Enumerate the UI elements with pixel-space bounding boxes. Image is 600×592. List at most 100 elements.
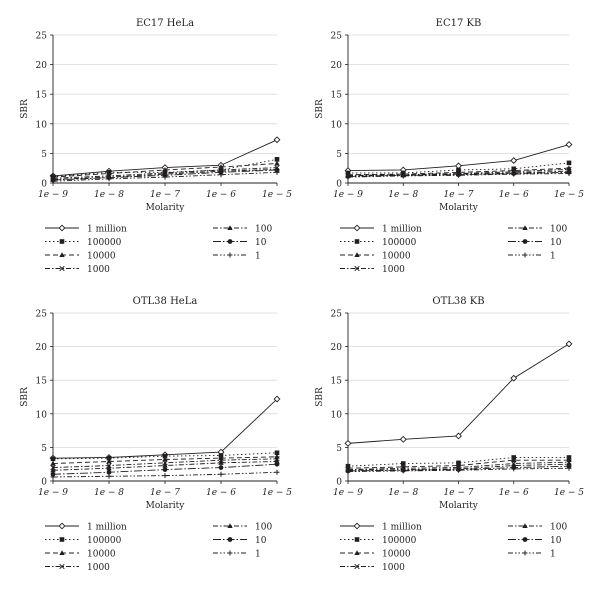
x-tick-label: 1e − 8 [388, 190, 418, 200]
data-point [566, 465, 572, 471]
series-10 [50, 461, 280, 477]
x-tick-label: 1e − 8 [94, 488, 124, 498]
data-point [106, 473, 112, 479]
y-tick-label: 20 [36, 343, 48, 353]
data-point [399, 435, 407, 443]
y-tick-label: 15 [36, 377, 48, 387]
legend-label: 10 [550, 536, 562, 546]
legend-swatch-marker [354, 550, 360, 555]
y-tick-label: 20 [331, 61, 343, 71]
y-tick-label: 15 [36, 91, 48, 101]
chart-title: OTL38 KB [432, 296, 484, 307]
data-point [565, 141, 573, 148]
legend-swatch-marker [59, 252, 65, 257]
data-point [218, 471, 224, 477]
x-tick-label: 1e − 8 [94, 190, 124, 200]
y-axis-label: SBR [20, 99, 30, 119]
series-100 [50, 458, 280, 473]
data-point [273, 136, 281, 144]
chart-title: OTL38 HeLa [133, 296, 198, 307]
legend-swatch-marker [58, 224, 66, 232]
legend-label: 1 [550, 252, 556, 262]
legend-swatch-marker [353, 224, 361, 232]
legend-label: 100 [255, 225, 272, 235]
data-point [566, 165, 572, 171]
legend-swatch-marker [522, 239, 528, 244]
y-tick-label: 10 [36, 410, 48, 420]
data-point [218, 465, 224, 470]
legend-swatch-marker [522, 537, 528, 542]
legend-swatch-marker [353, 522, 361, 530]
data-point [400, 468, 406, 474]
data-point [106, 176, 112, 182]
data-point [566, 171, 572, 177]
legend-entry: 100 [213, 523, 272, 533]
y-tick-label: 25 [331, 32, 343, 42]
data-point [50, 460, 56, 466]
x-tick-label: 1e − 8 [388, 488, 418, 498]
data-point [50, 474, 56, 480]
y-tick-label: 25 [36, 310, 48, 320]
series-line [347, 467, 570, 473]
legend-entry: 1 [508, 550, 556, 560]
legend-entry: 1000 [45, 265, 110, 275]
series-1-million [344, 340, 573, 447]
legend-swatch-marker [522, 523, 528, 528]
data-point [511, 171, 517, 177]
data-point [274, 157, 280, 162]
legend-swatch-marker [522, 550, 528, 556]
y-tick-label: 10 [331, 410, 343, 420]
legend-entry: 10 [213, 238, 267, 248]
legend-swatch-marker [522, 225, 528, 230]
x-tick-label: 1e − 9 [38, 488, 68, 498]
series-1 [50, 469, 280, 480]
data-point [218, 172, 224, 178]
x-tick-label: 1e − 9 [333, 488, 363, 498]
legend-swatch-marker [354, 265, 360, 272]
legend-label: 10 [255, 238, 267, 248]
legend-label: 10000 [87, 550, 116, 560]
legend-swatch-marker [227, 239, 233, 244]
legend-label: 1000 [382, 265, 405, 275]
x-tick-label: 1e − 6 [206, 488, 236, 498]
legend-swatch-marker [354, 239, 360, 244]
legend-entry: 1 [213, 252, 261, 262]
legend: 1 million 100000 10000 1000 100 10 1 [340, 224, 567, 275]
chart-title: EC17 HeLa [136, 18, 194, 29]
legend-entry: 100 [213, 225, 272, 235]
data-point [400, 464, 406, 469]
series-line [347, 343, 570, 444]
data-point [345, 469, 351, 475]
chart-panel-4: OTL38 KB 0 5 10 15 20 25 1e − 9 1e − 8 1e − 7 1e −… [315, 296, 584, 573]
data-point [106, 469, 112, 475]
legend-swatch-marker [59, 563, 65, 570]
legend-entry: 100 [508, 523, 567, 533]
data-point [162, 462, 168, 468]
legend-entry: 1000 [340, 265, 405, 275]
legend-entry: 10 [508, 238, 562, 248]
legend-label: 100 [550, 523, 567, 533]
y-axis-label: SBR [315, 99, 325, 119]
legend-swatch-marker [354, 563, 360, 570]
legend-swatch-marker [227, 252, 233, 258]
legend-swatch-marker [59, 239, 65, 244]
x-axis-label: Molarity [439, 203, 479, 213]
legend-label: 100 [550, 225, 567, 235]
legend-entry: 1 million [45, 225, 127, 235]
legend-label: 100 [255, 523, 272, 533]
series-line [347, 167, 570, 176]
legend-entry: 1 [213, 550, 261, 560]
legend-entry: 1000 [340, 563, 405, 573]
data-point [50, 467, 56, 473]
series-1 [345, 171, 572, 180]
legend-swatch-marker [227, 537, 233, 542]
series-line [52, 398, 278, 459]
y-tick-label: 25 [36, 32, 48, 42]
data-point [511, 466, 517, 472]
y-tick-label: 20 [36, 61, 48, 71]
data-point [218, 164, 224, 170]
data-point [106, 455, 112, 461]
y-tick-label: 0 [336, 180, 342, 190]
series-line [347, 173, 570, 178]
data-point [50, 471, 56, 477]
